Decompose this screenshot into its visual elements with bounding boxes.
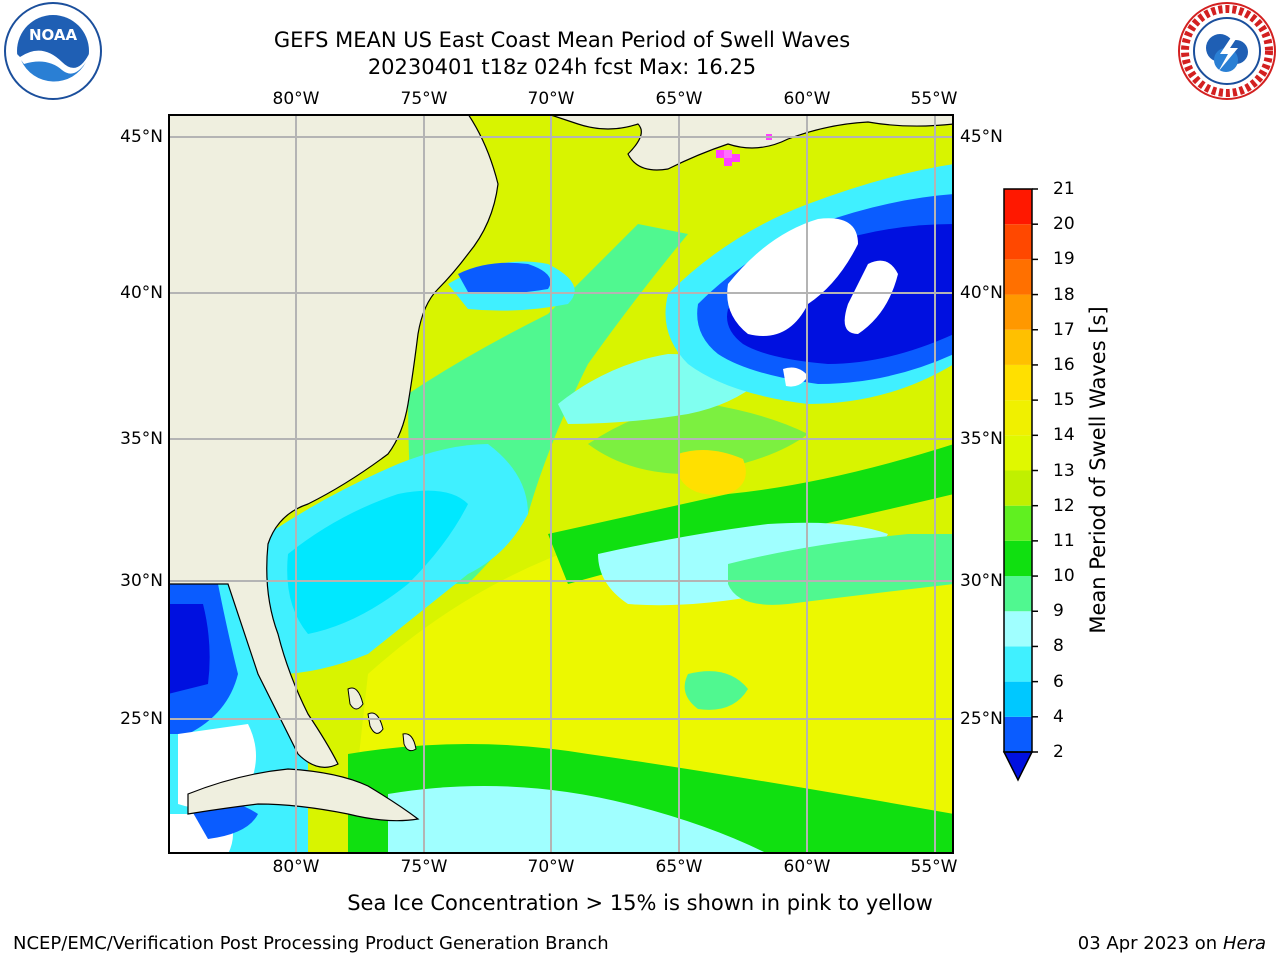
lon-tick-top-75w: 75°W (400, 89, 448, 109)
colorbar-tick-label: 20 (1053, 214, 1075, 235)
colorbar-tick-label: 19 (1053, 249, 1075, 270)
lat-tick-right-25n: 25°N (960, 709, 1003, 729)
sea-ice-caption: Sea Ice Concentration > 15% is shown in … (347, 891, 933, 915)
field-darkblue-gulf (168, 604, 210, 694)
colorbar-swatch (1004, 646, 1032, 682)
colorbar-tick-label: 4 (1053, 706, 1064, 727)
chart-title: GEFS MEAN US East Coast Mean Period of S… (273, 28, 851, 52)
footer-date: 03 Apr 2023 on (1077, 933, 1223, 954)
nws-logo (1178, 2, 1276, 100)
chart-subtitle: 20230401 t18z 024h fcst Max: 16.25 (367, 55, 757, 79)
colorbar-swatch (1004, 329, 1032, 365)
colorbar (1002, 188, 1038, 782)
lat-tick-left-45n: 45°N (120, 127, 163, 147)
land-us (168, 114, 499, 768)
sea-ice-1 (716, 150, 724, 158)
sea-ice-4 (724, 158, 732, 166)
colorbar-tick-label: 17 (1053, 319, 1075, 340)
colorbar-tick-label: 2 (1053, 742, 1064, 762)
sea-ice-3 (732, 154, 740, 162)
field-white-ne-2 (844, 260, 898, 334)
field-green-patch-1 (684, 671, 748, 710)
colorbar-swatch (1004, 681, 1032, 717)
lon-tick-top-60w: 60°W (783, 89, 831, 109)
colorbar-tick-label: 11 (1053, 530, 1075, 551)
colorbar-tick-label: 9 (1053, 601, 1064, 622)
colorbar-tick-label: 13 (1053, 460, 1075, 481)
lon-tick-top-55w: 55°W (910, 89, 958, 109)
lat-tick-left-30n: 30°N (120, 571, 163, 591)
land-bahamas-3 (402, 733, 417, 752)
colorbar-tick-label: 6 (1053, 671, 1064, 692)
colorbar-swatch (1004, 259, 1032, 295)
lat-tick-right-40n: 40°N (960, 283, 1003, 303)
colorbar-tick-label: 18 (1053, 284, 1075, 305)
colorbar-swatch (1004, 224, 1032, 260)
colorbar-tick-label: 10 (1053, 566, 1075, 587)
field-white-ne-3 (783, 367, 808, 387)
colorbar-tick-label: 8 (1053, 636, 1064, 657)
colorbar-swatch (1004, 540, 1032, 577)
land-cuba (187, 768, 420, 822)
lat-tick-right-45n: 45°N (960, 127, 1003, 147)
lat-tick-left-35n: 35°N (120, 429, 163, 449)
lat-tick-left-40n: 40°N (120, 283, 163, 303)
field-blue-north (458, 262, 551, 294)
lat-tick-left-25n: 25°N (120, 709, 163, 729)
colorbar-tick-label: 12 (1053, 495, 1075, 516)
field-white-ne-1 (727, 218, 858, 336)
colorbar-tick-label: 15 (1053, 390, 1075, 411)
field-orange-patch (678, 450, 746, 495)
colorbar-swatch (1004, 611, 1032, 647)
lon-tick-top-70w: 70°W (527, 89, 575, 109)
lat-tick-right-35n: 35°N (960, 429, 1003, 449)
colorbar-tick-label: 16 (1053, 354, 1075, 375)
colorbar-swatch (1004, 505, 1032, 541)
field-green-east (728, 534, 954, 605)
colorbar-swatch (1004, 470, 1032, 506)
colorbar-tick-label: 14 (1053, 425, 1075, 446)
footer-machine: Hera (1222, 933, 1266, 954)
land-bahamas-1 (347, 687, 364, 710)
lon-tick-bottom-65w: 65°W (655, 857, 703, 877)
colorbar-swatch (1004, 716, 1032, 752)
land-canada (547, 114, 954, 171)
colorbar-under-extension (1002, 751, 1034, 782)
colorbar-swatch (1004, 189, 1032, 225)
colorbar-swatch (1004, 400, 1032, 436)
lon-tick-top-65w: 65°W (655, 89, 703, 109)
lon-tick-bottom-75w: 75°W (400, 857, 448, 877)
lon-tick-top-80w: 80°W (272, 89, 320, 109)
colorbar-label: Mean Period of Swell Waves [s] (1086, 306, 1110, 634)
swell-period-map (168, 114, 954, 854)
svg-text:NOAA: NOAA (29, 26, 78, 44)
lon-tick-bottom-60w: 60°W (783, 857, 831, 877)
colorbar-tick-label: 21 (1053, 179, 1075, 199)
footer-right: 03 Apr 2023 on Hera (1078, 933, 1266, 955)
lon-tick-bottom-80w: 80°W (272, 857, 320, 877)
lon-tick-bottom-55w: 55°W (910, 857, 958, 877)
colorbar-swatch (1004, 364, 1032, 401)
lon-tick-bottom-70w: 70°W (527, 857, 575, 877)
lat-tick-right-30n: 30°N (960, 571, 1003, 591)
sea-ice-2 (724, 150, 732, 158)
colorbar-swatch (1004, 435, 1032, 471)
noaa-logo: NOAA (4, 2, 102, 100)
field-cyan-south (388, 786, 768, 854)
colorbar-swatch (1004, 576, 1032, 612)
colorbar-swatch (1004, 294, 1032, 330)
footer-left: NCEP/EMC/Verification Post Processing Pr… (13, 933, 609, 954)
field-cyan-se-inner (287, 490, 468, 634)
graticule (168, 114, 954, 854)
